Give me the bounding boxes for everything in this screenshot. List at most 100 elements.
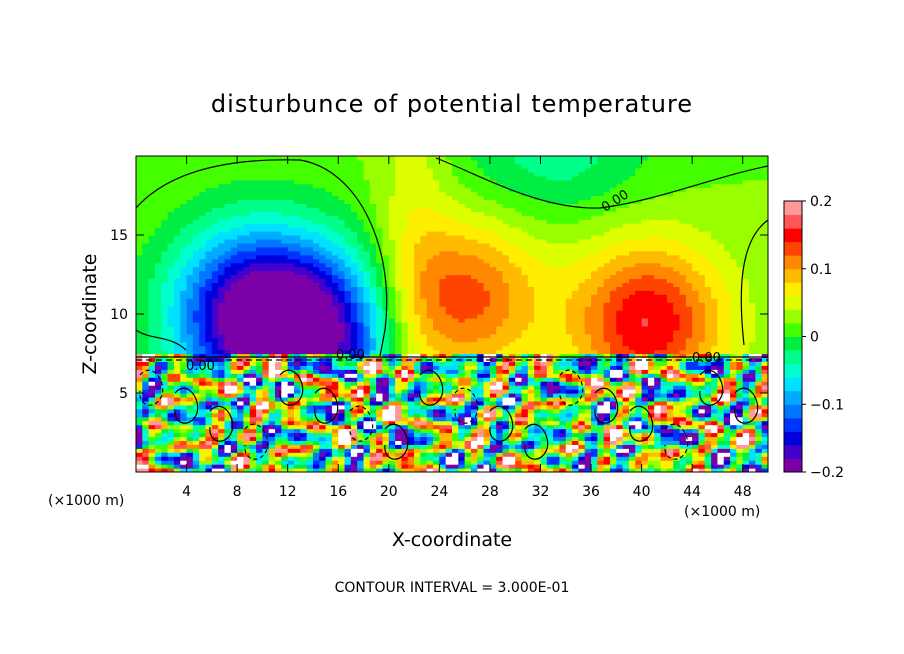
heatmap-cell <box>369 179 377 185</box>
heatmap-cell <box>483 156 491 161</box>
heatmap-cell <box>350 282 358 287</box>
heatmap-cell <box>445 191 453 197</box>
heatmap-cell <box>401 290 409 295</box>
heatmap-cell <box>287 246 295 252</box>
heatmap-cell <box>268 235 276 240</box>
heatmap-cell <box>388 306 396 311</box>
heatmap-cell <box>230 302 238 307</box>
heatmap-cell <box>470 448 478 453</box>
heatmap-cell <box>363 183 371 189</box>
heatmap-cell <box>325 314 333 319</box>
heatmap-cell <box>452 199 459 204</box>
heatmap-cell <box>433 286 440 291</box>
heatmap-cell <box>331 424 339 430</box>
heatmap-cell <box>262 156 270 161</box>
heatmap-cell <box>237 199 245 204</box>
heatmap-cell <box>237 329 245 335</box>
heatmap-cell <box>319 329 327 335</box>
heatmap-cell <box>470 365 478 370</box>
heatmap-cell <box>395 460 403 465</box>
heatmap-cell <box>382 171 390 177</box>
heatmap-cell <box>458 227 466 232</box>
heatmap-cell <box>249 456 257 461</box>
heatmap-cell <box>489 448 497 453</box>
heatmap-cell <box>275 377 282 382</box>
heatmap-cell <box>256 464 263 469</box>
heatmap-cell <box>483 333 491 339</box>
heatmap-cell <box>496 171 504 177</box>
heatmap-cell <box>294 266 301 272</box>
heatmap-cell <box>237 258 245 264</box>
heatmap-cell <box>224 432 232 438</box>
heatmap-cell <box>218 183 226 189</box>
heatmap-cell <box>350 207 358 212</box>
heatmap-cell <box>136 341 143 347</box>
heatmap-cell <box>312 199 320 204</box>
heatmap-cell <box>300 333 308 339</box>
heatmap-cell <box>136 452 143 457</box>
heatmap-cell <box>521 207 529 212</box>
heatmap-cell <box>338 393 346 398</box>
heatmap-cell <box>142 357 150 362</box>
heatmap-cell <box>489 377 497 382</box>
heatmap-cell <box>369 341 377 347</box>
heatmap-cell <box>407 290 415 295</box>
heatmap-cell <box>331 381 339 386</box>
heatmap-cell <box>167 231 175 236</box>
heatmap-cell <box>363 448 371 453</box>
heatmap-cell <box>420 373 428 378</box>
heatmap-cell <box>483 314 491 319</box>
heatmap-cell <box>173 179 181 185</box>
heatmap-cell <box>199 448 207 453</box>
heatmap-cell <box>262 286 270 291</box>
heatmap-cell <box>331 156 339 161</box>
heatmap-cell <box>161 163 169 169</box>
heatmap-cell <box>306 187 314 193</box>
heatmap-cell <box>243 159 251 165</box>
heatmap-cell <box>496 203 504 208</box>
heatmap-cell <box>338 436 346 441</box>
heatmap-cell <box>483 361 491 366</box>
heatmap-cell <box>338 219 346 224</box>
heatmap-cell <box>243 420 251 426</box>
heatmap-cell <box>186 464 194 469</box>
heatmap-cell <box>237 262 245 268</box>
heatmap-cell <box>262 361 270 366</box>
heatmap-cell <box>230 298 238 303</box>
heatmap-cell <box>395 314 403 319</box>
heatmap-cell <box>369 400 377 406</box>
heatmap-cell <box>388 349 396 355</box>
heatmap-cell <box>388 156 396 161</box>
heatmap-cell <box>224 298 232 303</box>
heatmap-cell <box>496 468 504 472</box>
heatmap-cell <box>331 266 339 272</box>
heatmap-cell <box>192 199 200 204</box>
heatmap-cell <box>350 325 358 331</box>
heatmap-cell <box>433 262 440 268</box>
heatmap-cell <box>508 219 516 224</box>
heatmap-cell <box>338 408 346 414</box>
heatmap-cell <box>338 175 346 181</box>
heatmap-cell <box>218 314 226 319</box>
heatmap-cell <box>515 199 523 204</box>
heatmap-cell <box>287 412 295 418</box>
heatmap-cell <box>148 385 156 390</box>
heatmap-cell <box>433 270 440 276</box>
heatmap-cell <box>439 329 447 335</box>
heatmap-cell <box>376 456 384 461</box>
heatmap-cell <box>426 436 434 441</box>
heatmap-cell <box>249 341 257 347</box>
heatmap-cell <box>161 377 169 382</box>
heatmap-cell <box>521 171 529 177</box>
heatmap-cell <box>452 416 459 422</box>
heatmap-cell <box>401 381 409 386</box>
heatmap-cell <box>350 381 358 386</box>
heatmap-cell <box>369 329 377 335</box>
heatmap-cell <box>224 163 232 169</box>
heatmap-cell <box>508 416 516 422</box>
heatmap-cell <box>331 361 339 366</box>
heatmap-cell <box>262 365 270 370</box>
heatmap-cell <box>287 163 295 169</box>
heatmap-cell <box>243 179 251 185</box>
heatmap-cell <box>192 254 200 260</box>
